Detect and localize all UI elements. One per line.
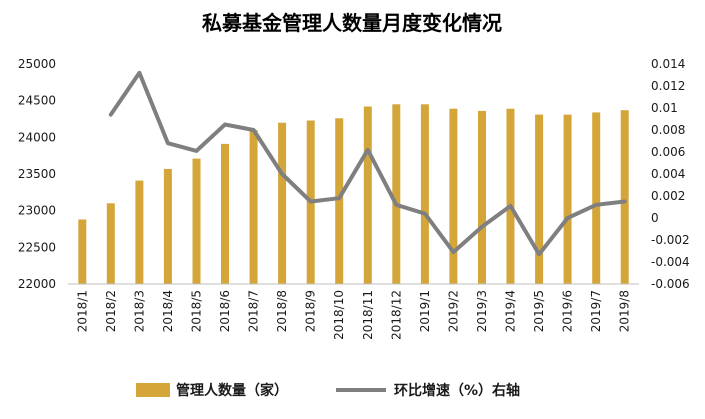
y-right-tick-label: 0.012 [651,79,685,93]
y-right-tick-label: 0.004 [651,167,685,181]
plot-area: 22000 22500 23000 23500 24000 24500 25000 -0.00… [18,57,690,340]
bar [478,110,486,285]
x-tick-label: 2018/5 [190,290,204,332]
x-tick-label: 2019/4 [504,290,518,332]
y-right-tick-label: 0.008 [651,123,685,137]
bar [335,118,344,284]
bar [163,168,172,284]
x-tick-label: 2018/12 [389,290,403,340]
y-left-tick-label: 24500 [18,94,56,108]
x-tick-label: 2019/7 [589,290,603,332]
bar [592,112,601,285]
bar [449,108,458,284]
x-tick-label: 2018/6 [218,290,232,332]
y-left-tick-label: 23500 [18,167,56,181]
bar [221,143,229,284]
y-left-tick-label: 22500 [18,240,56,254]
bar [535,114,544,284]
x-tick-label: 2018/11 [361,290,375,340]
bar [620,110,629,284]
x-tick-label: 2019/1 [418,290,432,332]
x-tick-label: 2018/10 [332,290,346,340]
bar [392,104,401,284]
x-tick-label: 2018/4 [161,290,175,332]
legend-bar-swatch [136,383,170,397]
bar [135,180,144,284]
y-left-tick-label: 23000 [18,204,56,218]
y-left-tick-label: 25000 [18,57,56,71]
y-right-tick-label: -0.004 [651,255,690,269]
y-right-tick-label: -0.002 [651,233,690,247]
bar [563,114,572,284]
y-right-tick-label: 0.002 [651,189,685,203]
growth-rate-line [108,70,627,257]
bar [420,104,429,284]
x-tick-label: 2019/8 [618,290,632,332]
bar [192,158,201,284]
bar [278,122,287,284]
legend: 管理人数量（家） 环比增速（%）右轴 [136,382,520,399]
y-right-tick-label: 0.006 [651,145,685,159]
x-tick-label: 2018/8 [275,290,289,332]
x-tick-label: 2019/2 [446,290,460,332]
bar [78,219,87,284]
legend-bar-label: 管理人数量（家） [176,382,288,399]
x-tick-label: 2019/5 [532,290,546,332]
bar [106,203,115,284]
bar [363,106,372,284]
y-right-tick-label: -0.006 [651,277,690,291]
x-tick-label: 2018/3 [132,290,146,332]
x-tick-label: 2019/6 [561,290,575,332]
x-tick-label: 2019/3 [475,290,489,332]
x-tick-label: 2018/1 [75,290,89,332]
y-right-tick-label: 0.014 [651,57,685,71]
x-tick-label: 2018/2 [104,290,118,332]
legend-line-label: 环比增速（%）右轴 [394,382,520,399]
bar [506,108,515,284]
bar [249,130,258,284]
y-right-tick-label: 0 [651,211,659,225]
x-tick-label: 2018/7 [247,290,261,332]
y-left-tick-label: 24000 [18,130,56,144]
x-tick-label: 2018/9 [304,290,318,332]
y-right-tick-label: 0.01 [651,101,678,115]
y-left-tick-label: 22000 [18,277,56,291]
chart-title: 私募基金管理人数量月度变化情况 [202,11,502,35]
